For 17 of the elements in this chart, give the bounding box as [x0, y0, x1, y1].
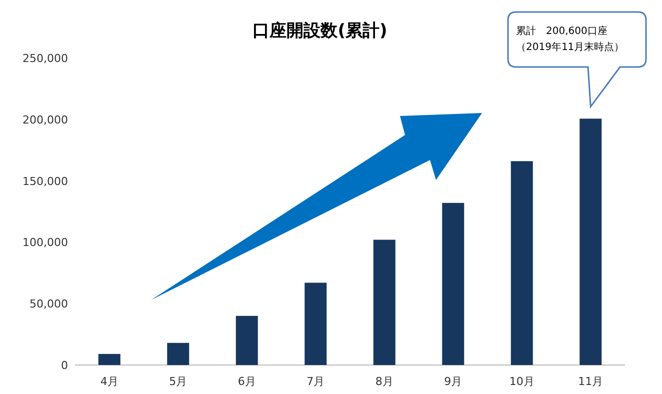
x-tick-label: 9月	[444, 375, 462, 388]
text: 累計 200,600口座	[516, 25, 608, 37]
y-tick-label: 200,000	[22, 113, 68, 126]
y-tick-label: 50,000	[30, 298, 68, 311]
y-tick-label: 100,000	[22, 236, 68, 250]
x-tick-label: 11月	[578, 375, 604, 388]
y-tick-label: 250,000	[22, 52, 68, 65]
text: （2019年11月末時点）	[516, 41, 624, 53]
x-tick-label: 5月	[169, 375, 188, 388]
x-tick-label: 10月	[509, 375, 534, 388]
x-tick-label: 7月	[306, 375, 325, 388]
y-tick-label: 0	[61, 359, 68, 372]
x-tick-label: 4月	[100, 375, 118, 388]
x-tick-label: 6月	[238, 375, 256, 388]
x-tick-label: 8月	[375, 375, 394, 388]
y-tick-label: 150,000	[22, 174, 68, 188]
chart-title: 口座開設数(累計)	[252, 21, 388, 41]
